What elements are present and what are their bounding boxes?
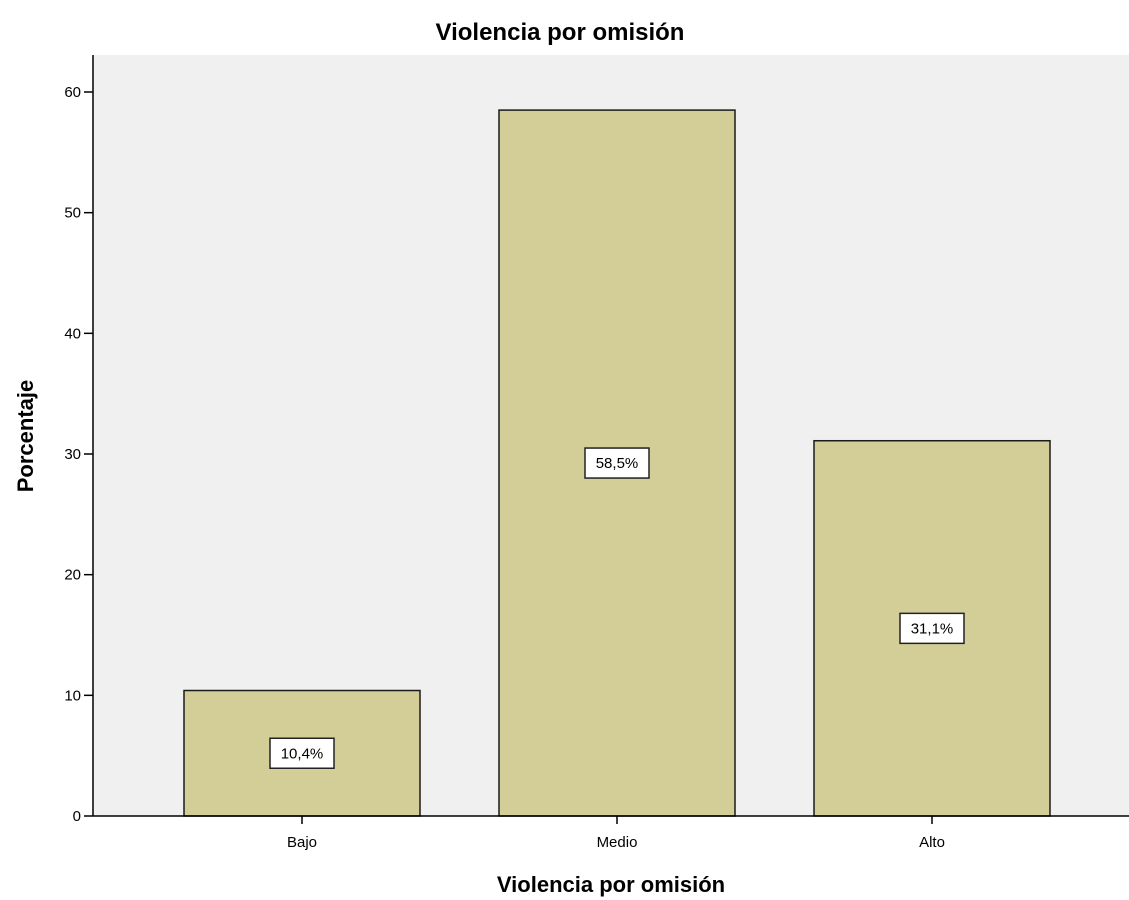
chart-title: Violencia por omisión bbox=[436, 19, 685, 46]
x-axis-title: Violencia por omisión bbox=[497, 872, 725, 897]
y-tick-label: 10 bbox=[64, 687, 81, 704]
data-label-alto: 31,1% bbox=[899, 612, 965, 645]
data-label-box bbox=[899, 612, 965, 645]
y-axis-title: Porcentaje bbox=[13, 380, 38, 493]
y-tick-label: 60 bbox=[64, 84, 81, 101]
axes-layer: 0 10 20 30 40 50 60 Bajo Medio Alto bbox=[64, 55, 1129, 851]
data-label-text: 10,4% bbox=[281, 745, 324, 762]
y-tick-label: 30 bbox=[64, 446, 81, 463]
data-label-medio: 58,5% bbox=[584, 447, 650, 479]
data-label-box bbox=[584, 447, 650, 479]
data-label-text: 31,1% bbox=[911, 620, 954, 637]
y-tick-label: 20 bbox=[64, 567, 81, 584]
data-label-text: 58,5% bbox=[596, 455, 639, 472]
data-label-bajo: 10,4% bbox=[269, 737, 335, 770]
data-label-box bbox=[269, 737, 335, 770]
labels-layer: 10,4% 58,5% 31,1% bbox=[269, 447, 965, 770]
y-tick-label: 0 bbox=[73, 808, 81, 825]
x-tick-label-alto: Alto bbox=[919, 834, 945, 851]
y-tick-label: 40 bbox=[64, 325, 81, 342]
x-tick-label-bajo: Bajo bbox=[287, 834, 317, 851]
y-tick-label: 50 bbox=[64, 205, 81, 222]
x-tick-label-medio: Medio bbox=[597, 834, 638, 851]
